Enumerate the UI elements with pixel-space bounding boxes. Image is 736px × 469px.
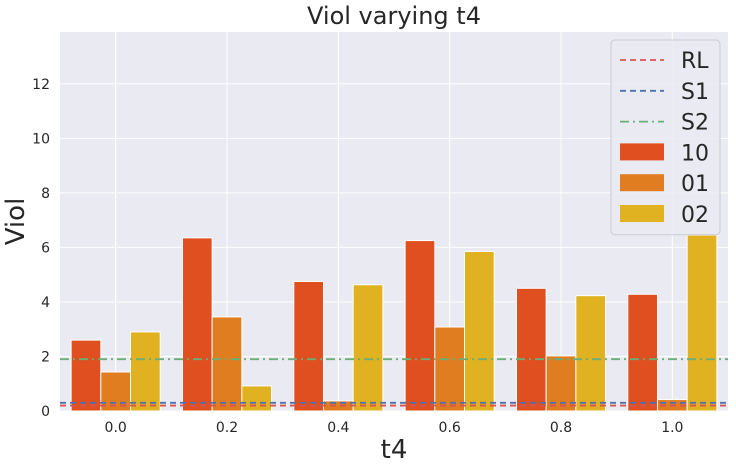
y-tick-label: 0 [41,404,50,420]
y-tick-label: 8 [41,186,50,202]
bar-01-0.6 [434,326,466,412]
x-tick-label: 0.0 [105,420,127,436]
bar-02-0.2 [241,385,273,412]
x-tick-label: 0.4 [327,420,349,436]
bar-02-0.6 [464,250,495,412]
x-tick-label: 0.8 [550,420,572,436]
legend-marker-01 [620,174,664,192]
bar-02-0.0 [130,331,161,412]
bar-02-0.4 [352,284,384,412]
legend-label-02: 02 [681,203,709,228]
chart-title: Viol varying t4 [307,2,481,30]
bar-10-0.4 [293,280,324,412]
x-tick-label: 0.6 [439,420,461,436]
x-axis-label: t4 [381,435,408,465]
bar-10-0.8 [515,287,547,412]
bar-10-1.0 [627,293,658,412]
bars-group [70,234,718,412]
legend-label-S2: S2 [681,111,709,136]
legend-label-10: 10 [681,141,709,166]
bar-01-0.2 [211,316,243,412]
legend-marker-10 [620,143,664,161]
y-tick-label: 12 [32,77,50,93]
y-tick-labels: 0 2 4 6 8 10 12 [32,77,50,420]
bar-01-0.0 [100,371,132,412]
y-tick-label: 10 [32,131,50,147]
bar-10-0.6 [404,240,436,412]
x-tick-label: 0.2 [216,420,238,436]
bar-02-1.0 [686,234,718,412]
legend-label-01: 01 [681,172,709,197]
reference-lines [60,358,728,407]
bar-10-0.2 [181,237,213,412]
legend-marker-02 [620,205,664,222]
y-tick-label: 4 [41,295,50,311]
bar-01-0.4 [322,400,354,412]
legend-label-S1: S1 [681,80,709,105]
x-tick-label: 1.0 [661,420,683,436]
bar-02-0.8 [575,295,607,412]
x-tick-labels: 0.0 0.2 0.4 0.6 0.8 1.0 [105,420,684,436]
legend: RL S1 S2 10 01 02 [610,39,721,236]
bar-10-0.0 [70,339,102,412]
y-tick-label: 2 [41,349,50,365]
y-tick-label: 6 [41,240,50,256]
y-axis-label: Viol [1,198,31,246]
legend-label-RL: RL [681,49,709,74]
